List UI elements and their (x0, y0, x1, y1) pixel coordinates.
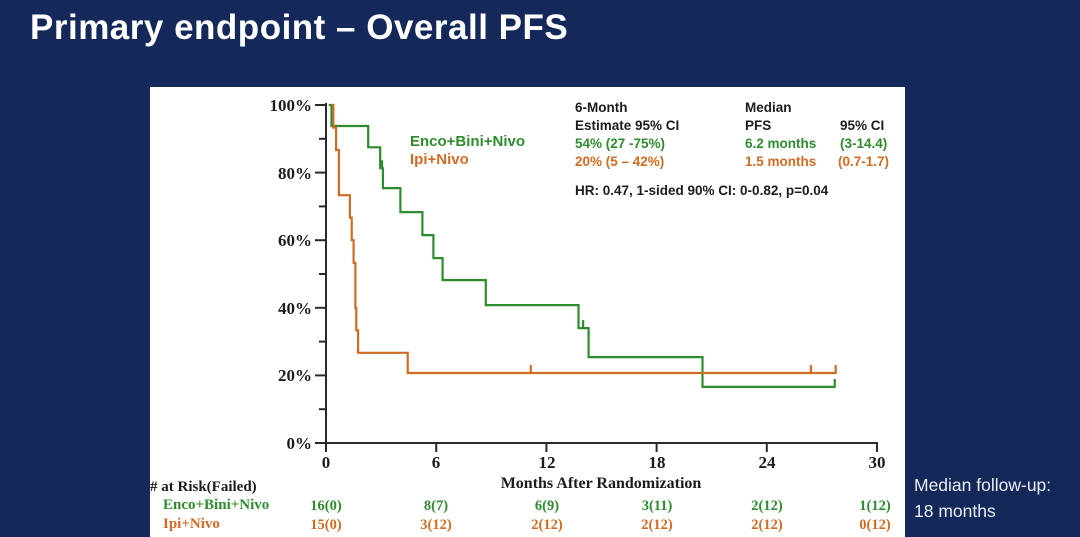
followup-line2: 18 months (914, 501, 996, 521)
x-tick-30: 30 (868, 453, 886, 472)
followup-line1: Median follow-up: (914, 475, 1052, 495)
x-tick-24: 24 (758, 453, 776, 472)
risk-value: 0(12) (859, 517, 891, 533)
stat-6month-ipi: 20% (5 – 42%) (575, 154, 665, 169)
risk-row-label-ipi: Ipi+Nivo (163, 516, 220, 532)
risk-value: 2(12) (641, 517, 673, 533)
stat-median-ci-enco: (3-14.4) (840, 136, 888, 151)
risk-value: 2(12) (531, 517, 563, 533)
stat-hr-line: HR: 0.47, 1-sided 90% CI: 0-0.82, p=0.04 (575, 183, 829, 198)
risk-value: 1(12) (859, 498, 891, 514)
risk-value: 16(0) (310, 498, 342, 514)
x-tick-18: 18 (648, 453, 666, 472)
y-tick-0: 0% (286, 434, 313, 453)
stat-median-header-line1: Median (745, 100, 792, 115)
x-tick-12: 12 (538, 453, 556, 472)
risk-value: 2(12) (751, 517, 783, 533)
risk-value: 3(12) (420, 517, 452, 533)
stat-6month-enco: 54% (27 -75%) (575, 136, 666, 151)
y-tick-40: 40% (278, 299, 312, 318)
stat-median-header-line2: PFS (745, 118, 772, 133)
stat-6month-header-line1: 6-Month (575, 100, 628, 115)
km-curve (331, 103, 836, 375)
stat-median-ci-header: 95% CI (840, 118, 885, 133)
risk-table-header: # at Risk(Failed) (150, 479, 257, 495)
risk-value: 3(11) (641, 498, 673, 514)
legend-enco-bini-nivo: Enco+Bini+Nivo (410, 133, 526, 150)
stat-median-ci-ipi: (0.7-1.7) (838, 154, 890, 169)
x-tick-0: 0 (321, 453, 331, 472)
x-tick-6: 6 (431, 453, 441, 472)
stat-median-ipi: 1.5 months (745, 154, 817, 169)
followup-note: Median follow-up: 18 months (914, 472, 1080, 524)
y-tick-100: 100% (269, 96, 313, 115)
stat-6month-header-line2: Estimate 95% CI (575, 118, 680, 133)
risk-value: 6(9) (534, 498, 560, 514)
risk-value: 2(12) (751, 498, 783, 514)
legend-ipi-nivo: Ipi+Nivo (410, 151, 469, 168)
x-axis-title: Months After Randomization (500, 475, 702, 492)
km-curve (328, 103, 835, 388)
stat-median-enco: 6.2 months (745, 136, 817, 151)
risk-value: 8(7) (423, 498, 449, 514)
risk-row-label-enco: Enco+Bini+Nivo (163, 497, 270, 513)
page-title: Primary endpoint – Overall PFS (30, 8, 569, 47)
risk-value: 15(0) (310, 517, 342, 533)
km-curves (328, 103, 836, 388)
y-tick-80: 80% (278, 164, 312, 183)
y-tick-60: 60% (278, 231, 312, 250)
censor-ticks (380, 160, 837, 388)
y-tick-20: 20% (278, 366, 312, 385)
chart-panel (150, 87, 905, 537)
chart-axes (315, 103, 878, 452)
